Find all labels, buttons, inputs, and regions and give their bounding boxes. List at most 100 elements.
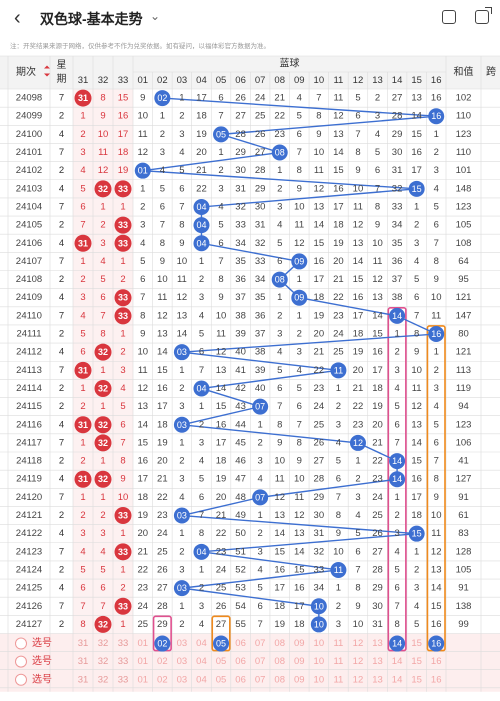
predicted-blue-ball[interactable] bbox=[213, 635, 230, 652]
select-blue-option[interactable]: 10 bbox=[314, 656, 325, 667]
table-row[interactable]: 24127 2 8 32 1 25 29 2 4 27 55 7 19 18 10 3 10 31 8 5 16 99 bbox=[16, 615, 469, 633]
table-row[interactable]: 24105 2 7 2 33 3 7 8 04 5 33 31 4 11 14 18 12 9 34 2 6 105 bbox=[16, 216, 472, 234]
select-red-option[interactable]: 31 bbox=[78, 674, 89, 685]
select-blue-option[interactable]: 07 bbox=[255, 638, 266, 649]
table-row[interactable]: 24099 2 1 9 16 10 1 2 18 7 27 25 22 5 8 12 6 3 28 14 16 110 bbox=[16, 108, 471, 125]
select-blue-option[interactable]: 15 bbox=[411, 656, 422, 667]
table-row[interactable]: 24119 4 31 32 9 17 21 3 5 19 47 4 11 10 28 6 2 23 14 16 8 127 bbox=[16, 470, 471, 488]
select-blue-option[interactable]: 09 bbox=[294, 638, 305, 649]
table-row[interactable]: 24098 7 31 8 15 9 02 1 17 6 26 24 21 4 7 11 5 2 27 13 16 102 bbox=[16, 89, 472, 107]
select-red-option[interactable]: 32 bbox=[98, 656, 109, 667]
table-row[interactable]: 24121 2 2 2 33 19 23 03 7 21 49 1 13 12 30 8 4 25 2 18 10 61 bbox=[16, 507, 469, 525]
select-blue-option[interactable]: 11 bbox=[333, 656, 343, 667]
select-blue-option[interactable]: 12 bbox=[353, 656, 364, 667]
select-red-option[interactable]: 33 bbox=[118, 656, 129, 667]
select-blue-option[interactable]: 10 bbox=[314, 638, 325, 649]
select-blue-option[interactable]: 08 bbox=[274, 638, 285, 649]
phone-icon[interactable] bbox=[442, 10, 456, 24]
table-row[interactable]: 24103 4 5 32 33 1 5 6 22 3 31 29 2 9 12 16 10 7 32 15 4 148 bbox=[16, 180, 472, 198]
table-row[interactable]: 24116 4 31 32 6 14 18 03 2 16 44 1 8 7 25 3 23 20 6 13 5 123 bbox=[16, 416, 471, 434]
select-blue-option[interactable]: 05 bbox=[216, 656, 227, 667]
table-row[interactable]: 24110 7 4 7 33 8 12 13 4 10 38 36 2 1 19 23 17 14 14 7 11 147 bbox=[16, 307, 471, 325]
table-row[interactable]: 24111 2 5 8 1 9 13 14 5 11 39 37 3 2 20 24 18 15 1 8 16 80 bbox=[16, 326, 469, 343]
sort-icon[interactable] bbox=[44, 65, 50, 77]
select-blue-option[interactable]: 15 bbox=[411, 638, 422, 649]
table-row[interactable]: 24109 4 3 6 33 7 11 12 3 9 37 35 1 09 18 22 16 13 38 6 10 121 bbox=[16, 289, 472, 307]
table-row[interactable]: 24124 2 5 5 1 22 26 3 1 24 52 4 16 15 33 11 7 28 5 2 13 105 bbox=[16, 561, 472, 578]
table-row[interactable]: 24108 2 2 5 2 6 10 11 2 8 36 34 08 1 17 21 15 12 37 5 9 95 bbox=[16, 271, 469, 288]
select-blue-option[interactable]: 05 bbox=[216, 674, 227, 685]
select-radio[interactable] bbox=[15, 673, 27, 686]
table-row[interactable]: 24114 2 1 32 4 12 16 2 04 14 42 40 6 5 23 1 21 18 4 11 3 119 bbox=[16, 379, 471, 397]
select-blue-option[interactable]: 09 bbox=[294, 656, 305, 667]
table-row[interactable]: 24101 7 3 11 18 12 3 4 20 1 29 27 08 7 10 14 8 5 30 16 2 110 bbox=[16, 144, 471, 161]
select-blue-option[interactable]: 09 bbox=[294, 674, 305, 685]
table-row[interactable]: 24115 2 2 1 5 13 17 3 1 15 43 07 7 6 24 2 22 19 5 12 4 94 bbox=[16, 398, 469, 415]
table-row[interactable]: 24118 2 2 1 8 16 20 2 4 18 46 3 10 9 27 5 1 22 14 15 7 41 bbox=[16, 453, 469, 470]
select-blue-option[interactable]: 08 bbox=[274, 656, 285, 667]
select-radio[interactable] bbox=[15, 637, 27, 650]
table-row[interactable]: 24126 7 7 7 33 24 28 1 3 26 54 6 18 17 10 2 9 30 7 4 15 138 bbox=[16, 597, 472, 615]
select-blue-option[interactable]: 07 bbox=[255, 656, 266, 667]
select-blue-option[interactable]: 13 bbox=[372, 674, 383, 685]
select-blue-option[interactable]: 04 bbox=[196, 656, 207, 667]
select-blue-option[interactable]: 01 bbox=[137, 638, 148, 649]
select-blue-option[interactable]: 01 bbox=[137, 674, 148, 685]
select-blue-option[interactable]: 07 bbox=[255, 674, 266, 685]
select-row[interactable]: 选号 31 32 33 01 02 03 04 05 06 07 08 09 10 11 12 13 14 15 16 bbox=[15, 654, 442, 668]
select-blue-option[interactable]: 06 bbox=[235, 674, 246, 685]
select-blue-option[interactable]: 14 bbox=[392, 674, 403, 685]
select-blue-option[interactable]: 10 bbox=[314, 674, 325, 685]
select-blue-option[interactable]: 06 bbox=[235, 638, 246, 649]
select-blue-option[interactable]: 03 bbox=[177, 674, 188, 685]
table-row[interactable]: 24125 4 6 6 2 23 27 03 2 25 53 5 17 16 34 1 8 29 6 3 14 91 bbox=[16, 580, 469, 597]
select-row[interactable]: 选号 31 32 33 01 02 03 04 05 06 07 08 09 10 11 12 13 14 15 16 bbox=[15, 635, 445, 652]
table-row[interactable]: 24112 4 6 32 2 10 14 03 6 12 40 38 4 3 21 25 19 16 2 9 1 121 bbox=[16, 343, 471, 361]
predicted-blue-ball[interactable] bbox=[154, 635, 171, 652]
select-red-option[interactable]: 31 bbox=[78, 638, 89, 649]
select-radio[interactable] bbox=[15, 655, 27, 668]
select-blue-option[interactable]: 01 bbox=[137, 656, 148, 667]
select-blue-option[interactable]: 16 bbox=[431, 674, 442, 685]
select-blue-option[interactable]: 03 bbox=[177, 656, 188, 667]
select-blue-option[interactable]: 04 bbox=[196, 674, 207, 685]
table-row[interactable]: 24102 2 4 12 19 01 4 5 21 2 30 28 1 8 11 15 9 6 31 17 3 101 bbox=[16, 162, 472, 179]
predicted-blue-ball[interactable] bbox=[389, 635, 406, 652]
select-blue-option[interactable]: 14 bbox=[392, 656, 403, 667]
table-row[interactable]: 24122 4 3 3 1 20 24 1 8 22 50 2 14 13 31 9 5 26 3 15 11 83 bbox=[16, 525, 469, 542]
select-blue-option[interactable]: 16 bbox=[431, 656, 442, 667]
predicted-blue-ball[interactable] bbox=[428, 635, 445, 652]
table-row[interactable]: 24120 7 1 1 10 18 22 4 6 20 48 07 12 11 29 7 3 24 1 17 9 91 bbox=[16, 489, 469, 506]
select-blue-option[interactable]: 13 bbox=[372, 638, 383, 649]
table-row[interactable]: 24117 7 1 32 7 15 19 1 3 17 45 2 9 8 26 4 12 21 7 14 6 106 bbox=[16, 434, 471, 452]
select-blue-option[interactable]: 11 bbox=[333, 638, 343, 649]
select-blue-option[interactable]: 02 bbox=[157, 674, 168, 685]
table-row[interactable]: 24100 4 2 10 17 11 2 3 19 05 28 26 23 6 9 13 7 4 29 15 1 123 bbox=[16, 126, 472, 143]
select-red-option[interactable]: 33 bbox=[118, 674, 129, 685]
share-icon[interactable] bbox=[475, 7, 492, 24]
select-red-option[interactable]: 33 bbox=[118, 638, 129, 649]
select-row[interactable]: 选号 31 32 33 01 02 03 04 05 06 07 08 09 10 11 12 13 14 15 16 bbox=[15, 672, 442, 686]
select-blue-option[interactable]: 02 bbox=[157, 656, 168, 667]
select-blue-option[interactable]: 13 bbox=[372, 656, 383, 667]
select-blue-option[interactable]: 08 bbox=[274, 674, 285, 685]
select-red-option[interactable]: 32 bbox=[98, 674, 109, 685]
select-red-option[interactable]: 32 bbox=[98, 638, 109, 649]
select-blue-option[interactable]: 11 bbox=[333, 674, 343, 685]
back-icon[interactable]: ‹ bbox=[14, 7, 21, 29]
select-blue-option[interactable]: 12 bbox=[353, 638, 364, 649]
table-row[interactable]: 24107 7 1 4 1 5 9 10 1 7 35 33 6 09 16 20 14 11 36 4 8 64 bbox=[16, 253, 469, 270]
table-row[interactable]: 24113 7 31 1 3 11 15 1 7 13 41 39 5 4 22 11 20 17 3 10 2 113 bbox=[16, 361, 471, 379]
table-row[interactable]: 24106 4 31 3 33 4 8 9 04 6 34 32 5 12 15 19 13 10 35 3 7 108 bbox=[16, 234, 472, 252]
select-blue-option[interactable]: 15 bbox=[411, 674, 422, 685]
table-row[interactable]: 24123 7 4 4 33 21 25 2 04 23 51 3 15 14 32 10 6 27 4 1 12 128 bbox=[16, 543, 472, 561]
select-blue-option[interactable]: 12 bbox=[353, 674, 364, 685]
select-blue-option[interactable]: 04 bbox=[196, 638, 207, 649]
chevron-down-icon[interactable]: ⌄ bbox=[150, 9, 161, 23]
select-red-option[interactable]: 31 bbox=[78, 656, 89, 667]
select-blue-option[interactable]: 03 bbox=[177, 638, 188, 649]
column-header-period[interactable]: 期次 bbox=[16, 65, 36, 78]
page-title[interactable]: 双色球-基本走势 bbox=[40, 11, 143, 27]
select-blue-option[interactable]: 06 bbox=[235, 656, 246, 667]
table-row[interactable]: 24104 7 6 1 1 2 6 7 04 4 32 30 3 10 13 17 11 8 33 1 5 123 bbox=[16, 198, 472, 215]
